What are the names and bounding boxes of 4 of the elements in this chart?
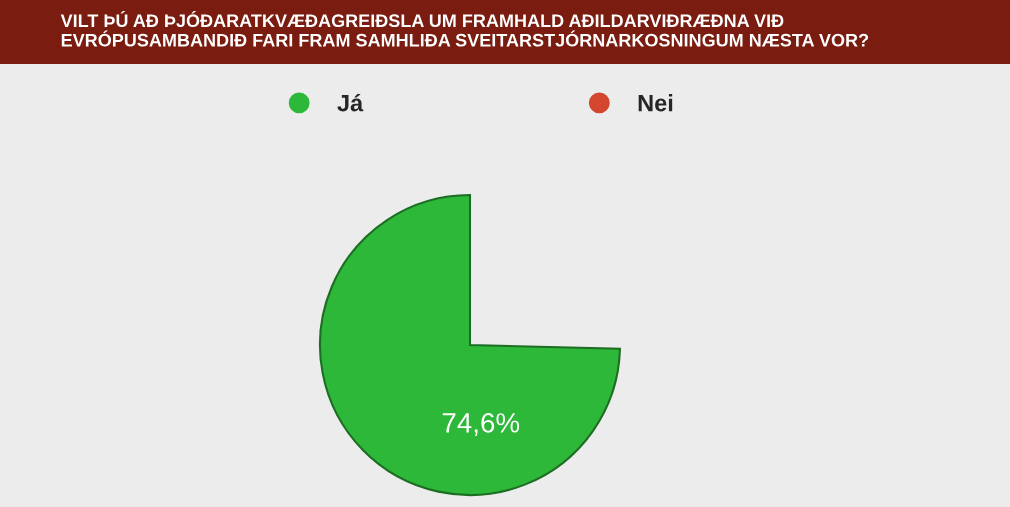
legend-label: Nei xyxy=(638,94,673,112)
legend-label: Já xyxy=(337,93,364,112)
data-label: 74,6% xyxy=(442,413,520,436)
chart-title: VILT ÞÚ AÐ ÞJÓÐARATKVÆÐAGREIÐSLA UM FRAMHALD AÐILDARVIÐRÆÐNA VIÐ EVRÓPUSAMBANDIÐ FARI FRAM SAMHLIÐA SVEITARSTJÓRNARKOSNINGUM NÆSTA VOR? xyxy=(60,10,869,47)
